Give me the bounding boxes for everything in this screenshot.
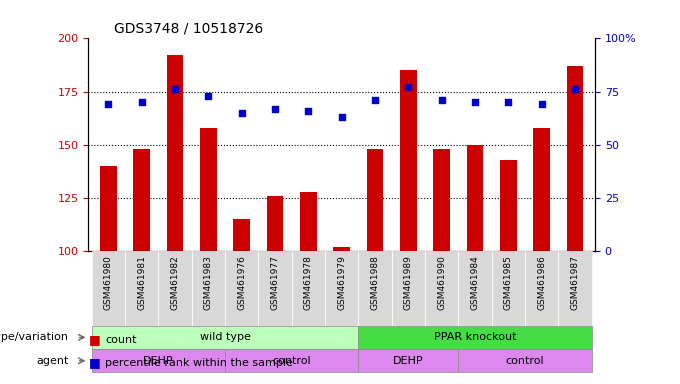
Text: GSM461989: GSM461989 [404,255,413,310]
Point [236,110,247,116]
Point [470,99,481,105]
Bar [292,251,325,326]
Bar [492,251,525,326]
Bar [358,326,592,349]
Bar [92,326,358,349]
Bar [392,251,425,326]
Bar [566,66,583,251]
Text: GSM461987: GSM461987 [571,255,579,310]
Text: GSM461986: GSM461986 [537,255,546,310]
Text: GSM461978: GSM461978 [304,255,313,310]
Point [437,97,447,103]
Point [403,84,414,90]
Bar [558,251,592,326]
Text: ■: ■ [88,333,100,346]
Bar [200,128,217,251]
Point [169,86,180,93]
Point [570,86,581,93]
Text: control: control [506,356,544,366]
Text: GDS3748 / 10518726: GDS3748 / 10518726 [114,22,263,36]
Bar [333,247,350,251]
Point [503,99,514,105]
Text: GSM461977: GSM461977 [271,255,279,310]
Text: genotype/variation: genotype/variation [0,333,69,343]
Bar [358,251,392,326]
Point [103,101,114,108]
Point [203,93,214,99]
Text: GSM461980: GSM461980 [104,255,113,310]
Bar [233,219,250,251]
Bar [192,251,225,326]
Text: GSM461990: GSM461990 [437,255,446,310]
Text: count: count [105,335,137,345]
Bar [225,349,358,372]
Bar [458,251,492,326]
Bar [100,166,117,251]
Bar [425,251,458,326]
Bar [225,251,258,326]
Text: DEHP: DEHP [143,356,173,366]
Bar [92,349,225,372]
Bar [466,145,483,251]
Bar [133,149,150,251]
Text: agent: agent [36,356,69,366]
Bar [458,349,592,372]
Bar [325,251,358,326]
Bar [158,251,192,326]
Bar [300,192,317,251]
Bar [267,196,284,251]
Point [303,108,313,114]
Text: GSM461976: GSM461976 [237,255,246,310]
Text: GSM461988: GSM461988 [371,255,379,310]
Bar [433,149,450,251]
Text: GSM461983: GSM461983 [204,255,213,310]
Point [269,106,280,112]
Bar [500,160,517,251]
Text: percentile rank within the sample: percentile rank within the sample [105,358,293,368]
Text: PPAR knockout: PPAR knockout [434,333,516,343]
Bar [525,251,558,326]
Bar [258,251,292,326]
Point [337,114,347,120]
Text: GSM461985: GSM461985 [504,255,513,310]
Point [537,101,547,108]
Bar [533,128,550,251]
Text: DEHP: DEHP [393,356,424,366]
Point [136,99,147,105]
Bar [358,349,458,372]
Text: control: control [273,356,311,366]
Bar [400,70,417,251]
Text: GSM461979: GSM461979 [337,255,346,310]
Point [370,97,381,103]
Bar [367,149,384,251]
Bar [92,251,125,326]
Text: GSM461984: GSM461984 [471,255,479,310]
Bar [125,251,158,326]
Text: GSM461982: GSM461982 [171,255,180,310]
Bar [167,55,184,251]
Text: wild type: wild type [200,333,250,343]
Text: ■: ■ [88,356,100,369]
Text: GSM461981: GSM461981 [137,255,146,310]
